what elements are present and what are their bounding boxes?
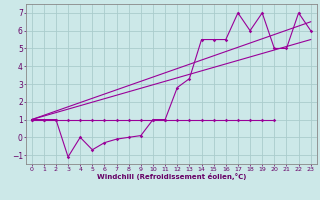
X-axis label: Windchill (Refroidissement éolien,°C): Windchill (Refroidissement éolien,°C) bbox=[97, 173, 246, 180]
